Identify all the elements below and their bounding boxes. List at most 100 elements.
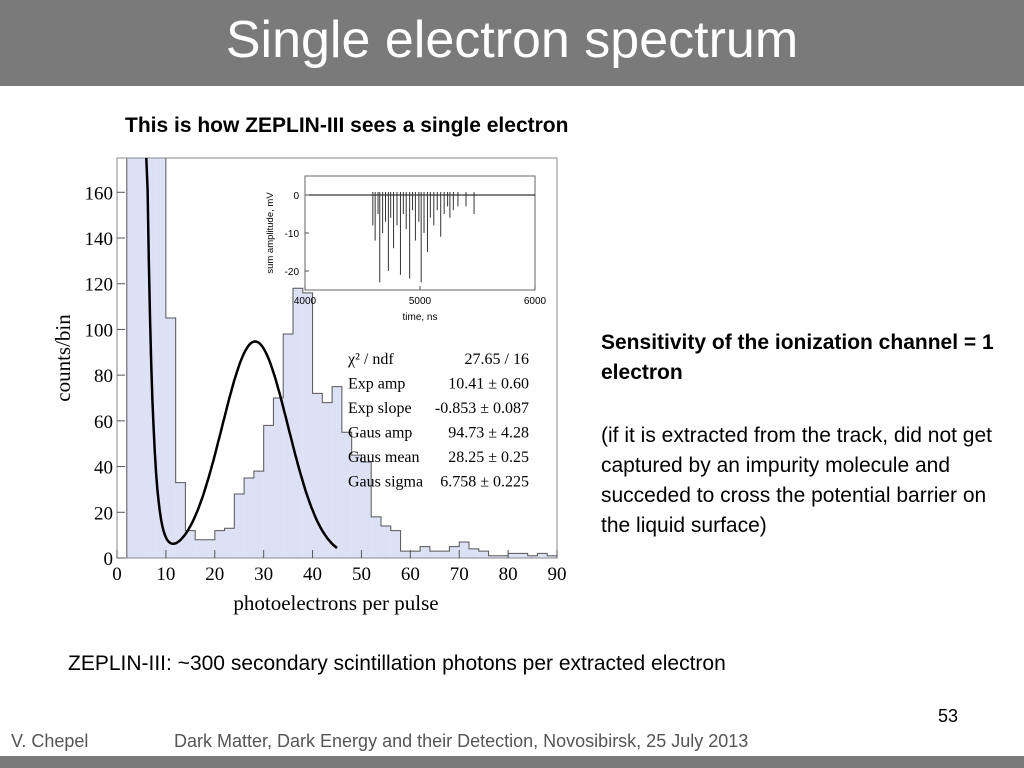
fit-param-value: -0.853 ± 0.087 <box>435 400 529 417</box>
histogram-bin <box>341 432 352 558</box>
x-tick-label: 20 <box>205 564 224 585</box>
x-tick-label: 0 <box>112 564 122 585</box>
histogram-bin <box>244 478 254 558</box>
x-tick-label: 70 <box>450 564 469 585</box>
x-tick-label: 40 <box>303 564 322 585</box>
y-tick-label: 100 <box>85 320 114 341</box>
x-tick-label: 10 <box>156 564 175 585</box>
fit-param-value: 6.758 ± 0.225 <box>440 474 529 491</box>
histogram-bin <box>439 551 450 558</box>
histogram-bin <box>351 455 362 558</box>
histogram-bin <box>332 386 342 558</box>
fit-param-name: Gaus amp <box>348 425 412 442</box>
inset-x-tick-label: 6000 <box>524 296 547 307</box>
x-tick-label: 50 <box>352 564 371 585</box>
footer-conference: Dark Matter, Dark Energy and their Detec… <box>174 731 749 751</box>
fit-param-value: 27.65 / 16 <box>465 351 529 368</box>
histogram-bin <box>381 526 391 558</box>
inset-y-tick-label: -10 <box>285 229 300 240</box>
histogram-bin <box>195 539 205 558</box>
fit-param-name: Gaus mean <box>348 449 420 466</box>
histogram-bin <box>273 398 284 558</box>
histogram-bin <box>449 546 460 558</box>
histogram-bin <box>185 530 196 558</box>
note-text: (if it is extracted from the track, did … <box>601 424 992 537</box>
inset-x-tick-label: 4000 <box>294 296 317 307</box>
x-tick-label: 30 <box>254 564 273 585</box>
fit-param-value: 10.41 ± 0.60 <box>448 376 529 393</box>
fit-param-name: Exp slope <box>348 400 412 417</box>
inset-y-tick-label: -20 <box>285 267 300 278</box>
y-tick-label: 120 <box>85 275 114 296</box>
inset-y-tick-label: 0 <box>293 191 299 202</box>
fit-curve <box>145 157 338 549</box>
inset-x-tick-label: 5000 <box>409 296 432 307</box>
footer-bar <box>0 756 1024 768</box>
plot-frame <box>116 157 558 559</box>
slide-subtitle: This is how ZEPLIN-III sees a single ele… <box>125 114 569 137</box>
x-axis-label: photoelectrons per pulse <box>233 591 438 615</box>
y-tick-label: 20 <box>94 503 113 524</box>
histogram-bin <box>517 553 528 558</box>
histogram-bin <box>400 551 411 558</box>
fit-param-value: 28.25 ± 0.25 <box>448 449 529 466</box>
inset-y-axis-label: sum amplitude, mV <box>265 192 276 274</box>
inset-frame <box>304 175 536 291</box>
histogram-bin <box>136 158 147 558</box>
histogram-bin <box>224 528 235 558</box>
histogram-bin <box>420 546 430 558</box>
page-number: 53 <box>938 706 959 726</box>
fit-param-name: χ² / ndf <box>347 351 394 368</box>
histogram-bin <box>263 425 274 558</box>
x-tick-label: 80 <box>499 564 518 585</box>
x-tick-label: 90 <box>548 564 567 585</box>
histogram-bin <box>165 318 176 558</box>
fit-param-name: Gaus sigma <box>348 474 423 491</box>
histogram-bin <box>459 542 469 558</box>
histogram-bin <box>175 482 186 558</box>
fit-param-name: Exp amp <box>348 376 405 393</box>
histogram-bin <box>156 158 166 558</box>
histogram-bin <box>253 471 264 558</box>
histogram-bin <box>488 555 499 558</box>
histogram-bin <box>293 288 303 558</box>
histogram-bin <box>498 555 509 558</box>
histogram-bin <box>234 494 245 558</box>
histogram-bin <box>537 553 548 558</box>
histogram-outline <box>117 157 557 559</box>
histogram-bin <box>429 551 440 558</box>
histogram-bin <box>214 530 225 558</box>
histogram-bin <box>547 555 557 558</box>
histogram-bin <box>527 555 538 558</box>
sensitivity-text: Sensitivity of the ionization channel = … <box>601 331 994 384</box>
histogram-bin <box>371 516 381 558</box>
histogram-bin <box>508 553 518 558</box>
histogram-bin <box>302 292 313 558</box>
histogram-bin <box>478 551 489 558</box>
histogram-chart: 0 10 20 30 40 50 60 70 80 90 0 20 40 60 80 100 120 140 160… <box>51 157 567 615</box>
y-tick-label: 80 <box>94 366 113 387</box>
fit-param-value: 94.73 ± 4.28 <box>448 425 529 442</box>
y-axis-label: counts/bin <box>51 314 75 402</box>
histogram-bin <box>410 551 421 558</box>
histogram-bin <box>205 539 215 558</box>
histogram-bin <box>361 462 372 558</box>
x-tick-label: 60 <box>401 564 420 585</box>
histogram-bin <box>126 158 137 558</box>
chart-area: 0 10 20 30 40 50 60 70 80 90 0 20 40 60 80 100 120 140 160… <box>40 150 580 620</box>
histogram-bin <box>322 402 333 558</box>
histogram-bin <box>469 548 479 558</box>
y-tick-label: 140 <box>85 229 114 250</box>
y-tick-label: 40 <box>94 458 113 479</box>
caption-text: ZEPLIN-III: ~300 secondary scintillation… <box>68 652 726 675</box>
y-tick-label: 0 <box>104 549 114 570</box>
histogram-bin <box>283 334 293 558</box>
histogram-bin <box>390 530 401 558</box>
slide-title: Single electron spectrum <box>225 11 799 69</box>
title-bar <box>0 0 1024 86</box>
footer-author: V. Chepel <box>11 731 89 751</box>
side-text: Sensitivity of the ionization channel = … <box>601 328 1001 541</box>
y-tick-label: 160 <box>85 183 114 204</box>
histogram-bin <box>312 393 323 558</box>
y-tick-label: 60 <box>94 412 113 433</box>
